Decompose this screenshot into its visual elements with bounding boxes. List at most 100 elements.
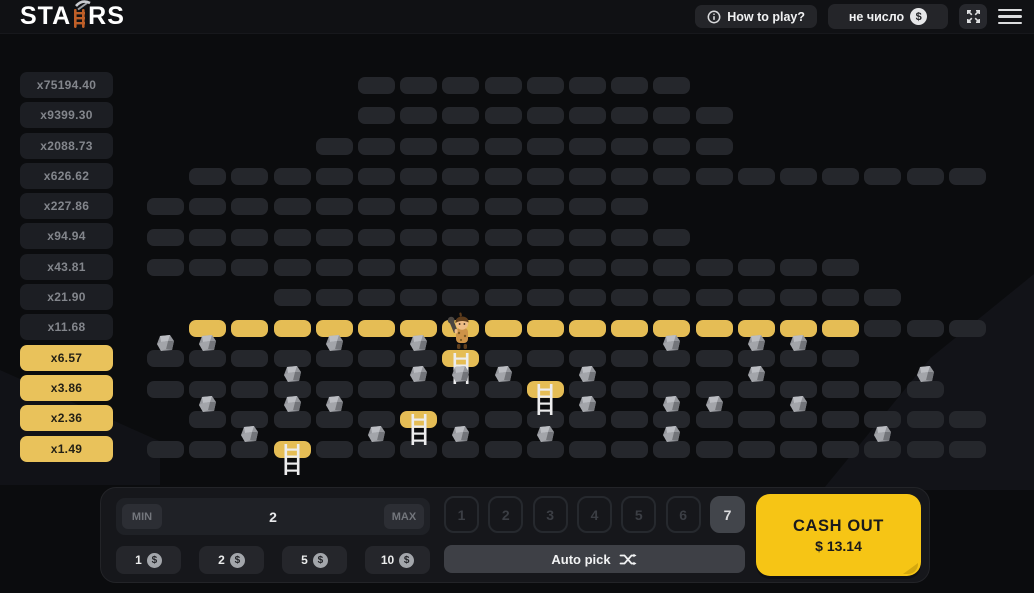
cash-out-amount: $ 13.14 [815, 537, 862, 554]
rock-r10-c6 [409, 334, 428, 353]
multiplier-x94.94: x94.94 [20, 223, 113, 250]
multiplier-x21.90: x21.90 [20, 284, 113, 311]
tile-r11-c0 [147, 380, 184, 398]
step-button-3[interactable]: 3 [532, 496, 568, 533]
bet-amount-label: 10 [380, 553, 395, 567]
rock-r10-c4 [325, 334, 344, 353]
tile-r11-c17 [864, 380, 902, 398]
tile-r4-c14 [737, 168, 775, 186]
tile-r7-c16 [822, 259, 860, 277]
tile-r13-c11 [611, 441, 649, 459]
tile-r13-c0 [147, 441, 184, 459]
how-to-play-label: How to play? [727, 9, 805, 24]
tile-r11-c15 [780, 380, 817, 398]
step-button-5[interactable]: 5 [621, 496, 657, 533]
bet-amount-button-1[interactable]: 1 $ [116, 546, 181, 574]
tile-r7-c11 [611, 259, 649, 277]
tile-r5-c6 [400, 198, 438, 216]
tile-r8-c10 [569, 289, 606, 307]
tile-r6-c9 [526, 228, 564, 246]
tile-r3-c8 [484, 137, 522, 155]
tile-r3-c6 [400, 137, 438, 155]
tile-r9-c16[interactable] [822, 319, 860, 337]
tile-r9-c9[interactable] [526, 319, 564, 337]
tile-r5-c2 [231, 198, 269, 216]
tile-r5-c10 [569, 198, 606, 216]
how-to-play-button[interactable]: How to play? [695, 5, 817, 28]
tile-r4-c7 [442, 168, 480, 186]
tile-r7-c2 [231, 259, 269, 277]
step-button-6[interactable]: 6 [665, 496, 701, 533]
tile-r11-c12 [653, 380, 691, 398]
tile-r13-c16 [822, 441, 860, 459]
tile-r9-c11[interactable] [611, 319, 649, 337]
step-button-7[interactable]: 7 [709, 496, 745, 533]
rock-r10-c15 [789, 334, 808, 353]
tile-r7-c12 [653, 259, 691, 277]
tile-r8-c8 [484, 289, 522, 307]
tile-r9-c6[interactable] [400, 319, 438, 337]
tile-r4-c10 [569, 168, 606, 186]
tile-r2-c7 [442, 107, 480, 125]
step-button-4[interactable]: 4 [576, 496, 612, 533]
fullscreen-button[interactable] [959, 4, 987, 29]
tile-r1-c10 [569, 77, 606, 94]
tile-r12-c2 [231, 410, 269, 428]
tile-r9-c13[interactable] [695, 319, 733, 337]
cash-out-button[interactable]: CASH OUT $ 13.14 [756, 494, 921, 576]
tile-r9-c15[interactable] [780, 319, 817, 337]
step-button-1[interactable]: 1 [444, 496, 479, 533]
tile-r2-c8 [484, 107, 522, 125]
tile-r9-c1[interactable] [189, 319, 227, 337]
tile-r4-c9 [526, 168, 564, 186]
tile-r10-c14 [737, 350, 775, 368]
menu-button[interactable] [998, 7, 1022, 27]
tile-r5-c9 [526, 198, 564, 216]
tile-r8-c3 [273, 289, 311, 307]
bet-amount-button-5[interactable]: 5 $ [282, 546, 347, 574]
tile-r11-c7 [442, 380, 480, 398]
tile-r10-c0 [147, 350, 184, 368]
bet-amount-button-10[interactable]: 10 $ [365, 546, 430, 574]
rock-r12-c12 [662, 395, 681, 414]
tile-r2-c12 [653, 107, 691, 125]
balance-button[interactable]: не число $ [828, 4, 948, 29]
tile-r8-c4 [315, 289, 353, 307]
tile-r8-c7 [442, 289, 480, 307]
tile-r3-c9 [526, 137, 564, 155]
auto-pick-button[interactable]: Auto pick [444, 545, 745, 573]
max-button[interactable]: MAX [384, 504, 424, 529]
tile-r4-c4 [315, 168, 353, 186]
tile-r5-c3 [273, 198, 311, 216]
tile-r9-c12[interactable] [653, 319, 691, 337]
dollar-coin-icon: $ [910, 8, 928, 25]
step-button-2[interactable]: 2 [488, 496, 524, 533]
min-button[interactable]: MIN [122, 504, 162, 529]
tile-r9-c5[interactable] [358, 319, 395, 337]
tile-r9-c14[interactable] [737, 319, 775, 337]
dollar-coin-icon: $ [399, 552, 415, 568]
logo-pickaxe-icon [75, 0, 91, 11]
tile-r9-c2[interactable] [231, 319, 269, 337]
tile-r10-c13 [695, 350, 733, 368]
rock-r11-c18 [916, 365, 935, 384]
multiplier-x227.86: x227.86 [20, 193, 113, 220]
rock-r11-c3 [283, 365, 302, 384]
tile-r10-c4 [315, 350, 353, 368]
bet-amount-button-2[interactable]: 2 $ [199, 546, 264, 574]
tile-r9-c4[interactable] [315, 319, 353, 337]
tile-r10-c11 [611, 350, 649, 368]
tile-r9-c3[interactable] [273, 319, 311, 337]
tile-r2-c13 [695, 107, 733, 125]
tile-r7-c3 [273, 259, 311, 277]
tile-r6-c11 [611, 228, 649, 246]
tile-r9-c8[interactable] [484, 319, 522, 337]
tile-r9-c10[interactable] [569, 319, 606, 337]
tile-r10-c10 [569, 350, 606, 368]
hamburger-icon [998, 8, 1022, 12]
tile-r11-c13 [695, 380, 733, 398]
tile-r10-c12 [653, 350, 691, 368]
ladder-r11-c9 [534, 383, 556, 420]
tile-r8-c11 [611, 289, 649, 307]
